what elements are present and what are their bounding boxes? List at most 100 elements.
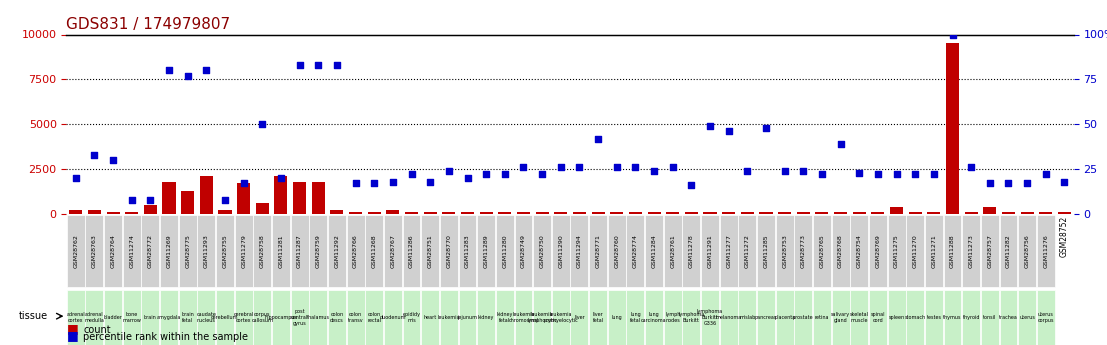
Point [272,175,290,181]
Text: spinal
cord: spinal cord [871,312,886,323]
FancyBboxPatch shape [515,215,532,287]
Bar [703,212,716,214]
FancyBboxPatch shape [682,215,701,287]
Point [161,68,178,73]
Point [328,62,345,68]
Text: GSM28757: GSM28757 [987,234,992,268]
Point [66,175,84,181]
Text: GSM28754: GSM28754 [857,234,861,268]
Text: jejunum: jejunum [457,315,477,320]
FancyBboxPatch shape [235,215,252,287]
FancyBboxPatch shape [328,215,345,287]
Text: uterus: uterus [1020,315,1035,320]
Text: GSM28775: GSM28775 [185,234,190,268]
Point [496,172,514,177]
FancyBboxPatch shape [104,215,122,287]
Point [1018,181,1036,186]
Text: ■: ■ [66,322,79,335]
Bar [666,212,680,214]
Text: GSM28766: GSM28766 [353,234,358,268]
Text: GDS831 / 174979807: GDS831 / 174979807 [66,17,230,32]
FancyBboxPatch shape [346,290,364,345]
FancyBboxPatch shape [235,290,252,345]
Bar [330,210,343,214]
FancyBboxPatch shape [757,290,775,345]
Text: GSM11274: GSM11274 [130,234,134,268]
Text: leukemia: leukemia [437,315,461,320]
Text: cerebellum: cerebellum [211,315,239,320]
Bar [87,210,101,214]
Text: duodenum: duodenum [380,315,406,320]
Bar [443,212,455,214]
Text: GSM28751: GSM28751 [427,234,433,268]
FancyBboxPatch shape [701,215,718,287]
FancyBboxPatch shape [458,290,476,345]
Text: GSM28756: GSM28756 [1025,234,1030,268]
Point [981,181,999,186]
Text: spleen: spleen [889,315,904,320]
FancyBboxPatch shape [888,215,906,287]
Text: GSM28761: GSM28761 [670,234,675,268]
FancyBboxPatch shape [776,290,794,345]
FancyBboxPatch shape [831,215,849,287]
FancyBboxPatch shape [888,290,906,345]
Text: tissue: tissue [19,311,48,321]
Point [757,125,775,130]
Point [515,165,532,170]
Text: liver
fetal: liver fetal [592,312,603,323]
Point [869,172,887,177]
Text: GSM11275: GSM11275 [894,234,899,268]
FancyBboxPatch shape [104,290,122,345]
FancyBboxPatch shape [309,215,328,287]
Text: GSM11292: GSM11292 [334,234,340,268]
Bar [312,181,324,214]
Text: GSM11273: GSM11273 [969,234,974,268]
Text: GSM28750: GSM28750 [539,234,545,268]
FancyBboxPatch shape [66,290,85,345]
Text: hippocampus: hippocampus [265,315,298,320]
Bar [555,212,567,214]
FancyBboxPatch shape [291,215,309,287]
FancyBboxPatch shape [496,215,514,287]
Text: amygdala: amygdala [157,315,182,320]
Text: GSM28769: GSM28769 [876,234,880,268]
FancyBboxPatch shape [534,215,551,287]
Text: GSM28771: GSM28771 [596,234,601,268]
Text: GSM28764: GSM28764 [111,234,115,268]
Text: thymus: thymus [943,315,962,320]
Point [701,123,718,129]
Text: lung
carcinoma: lung carcinoma [641,312,666,323]
Point [254,121,271,127]
FancyBboxPatch shape [943,215,962,287]
FancyBboxPatch shape [216,215,234,287]
Point [309,62,327,68]
FancyBboxPatch shape [551,215,570,287]
Text: GSM28758: GSM28758 [260,234,265,268]
Text: lymph
nodes: lymph nodes [665,312,681,323]
Text: GSM11290: GSM11290 [558,234,563,268]
Bar [256,203,269,214]
Point [570,165,588,170]
FancyBboxPatch shape [850,290,868,345]
Point [907,172,924,177]
Text: GSM28774: GSM28774 [633,234,638,268]
Bar [741,212,754,214]
FancyBboxPatch shape [439,290,458,345]
Text: epididy
mis: epididy mis [403,312,421,323]
Bar [1021,212,1034,214]
FancyBboxPatch shape [570,290,589,345]
Bar [70,210,82,214]
FancyBboxPatch shape [85,290,103,345]
Text: GSM11293: GSM11293 [204,234,209,268]
FancyBboxPatch shape [328,290,345,345]
Point [104,157,122,163]
Text: GSM11287: GSM11287 [297,234,302,268]
Text: GSM11268: GSM11268 [372,235,376,268]
Bar [461,212,474,214]
FancyBboxPatch shape [720,290,737,345]
Text: mislab: mislab [739,315,755,320]
Text: GSM11286: GSM11286 [410,235,414,268]
Text: GSM28763: GSM28763 [92,234,97,268]
Text: kidney
fetal: kidney fetal [497,312,513,323]
Text: placenta: placenta [774,315,795,320]
